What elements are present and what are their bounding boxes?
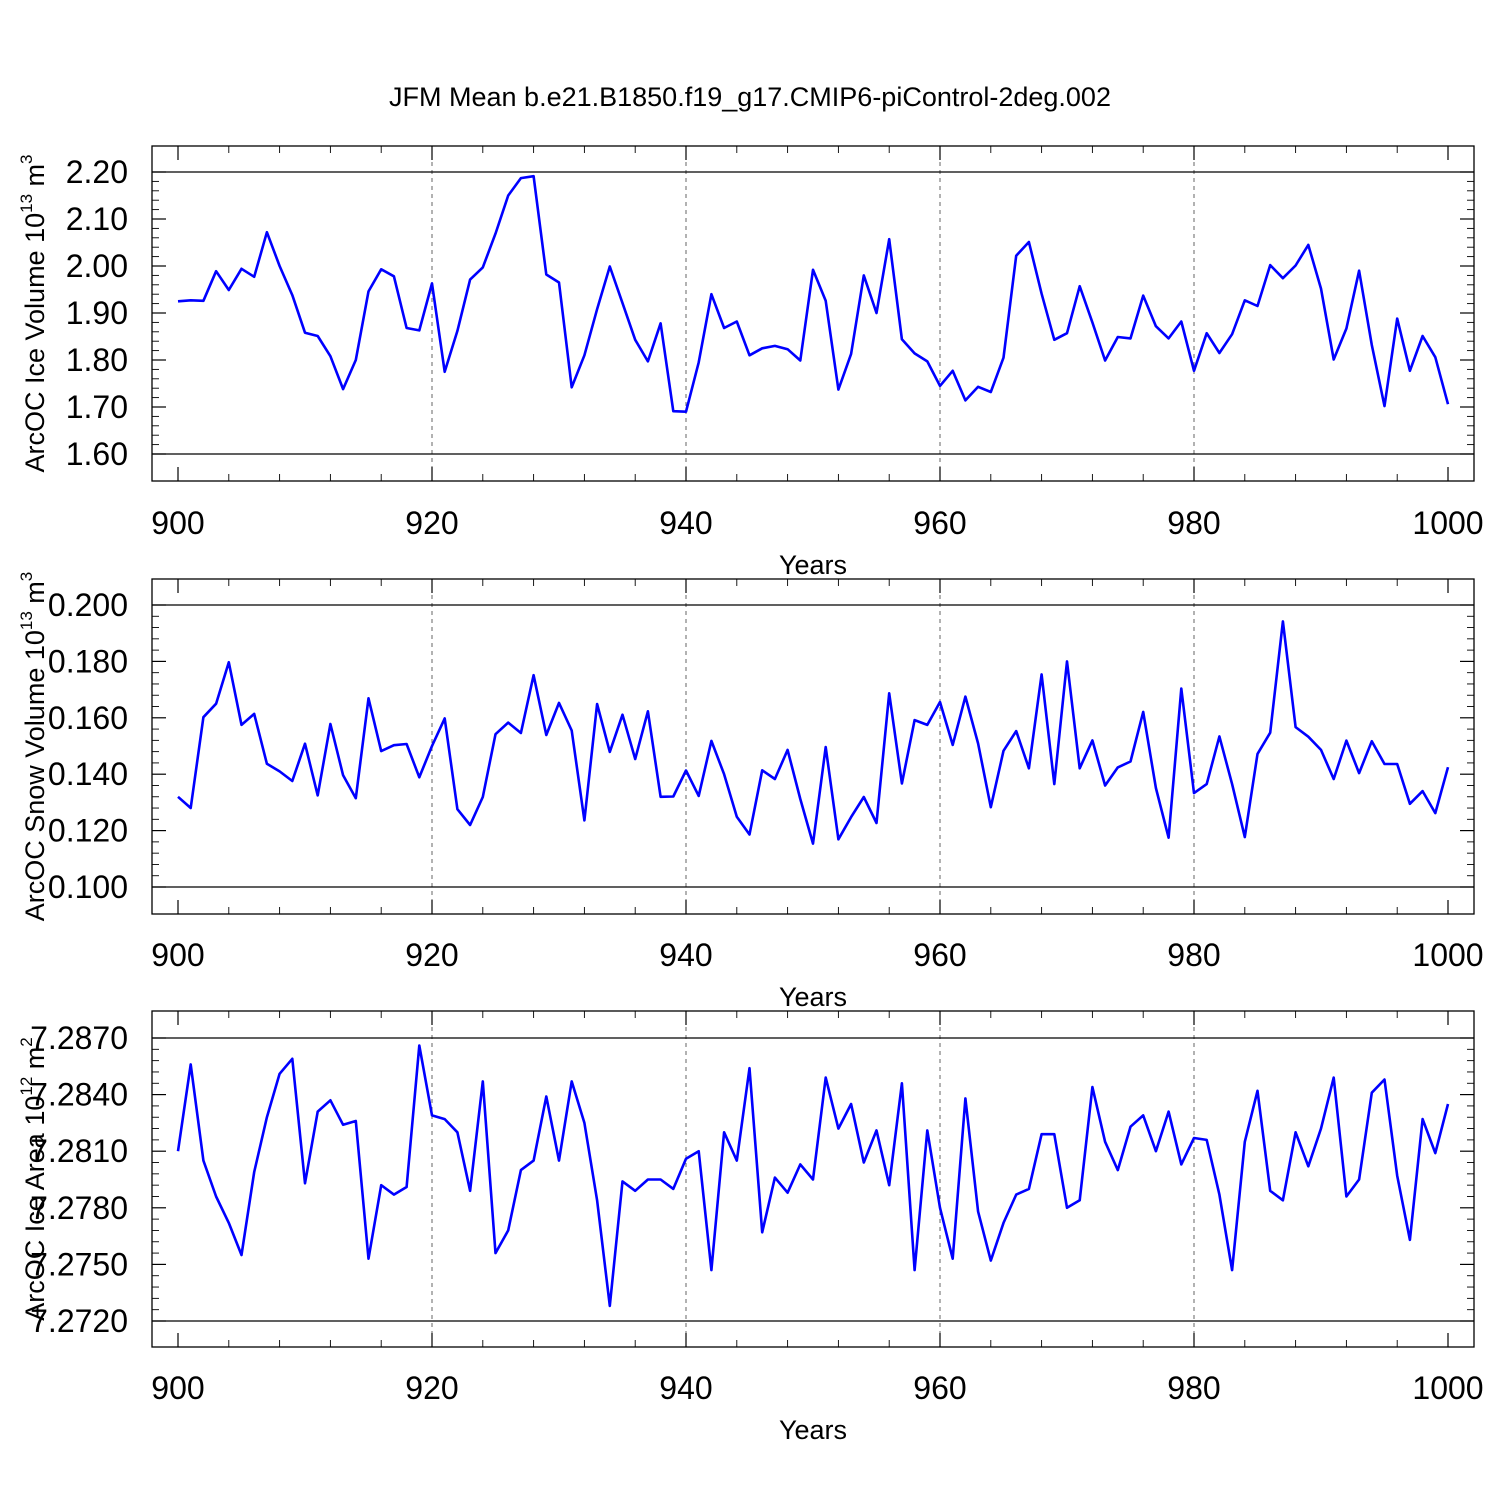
panel-2: 900 920 940 960 980 1000 0.100 0.120 0.140 0.160 0… (17, 572, 1484, 1012)
y-axis-label: ArcOC Ice Volume 1013 m3 (17, 154, 50, 472)
y-tick-label: 0.100 (48, 869, 128, 905)
x-tick-label: 960 (913, 937, 966, 973)
plot-frame (151, 145, 1475, 482)
x-tick-label: 900 (151, 505, 204, 541)
y-tick-label: 0.180 (48, 643, 128, 679)
panel-3: 900 920 940 960 980 1000 7.2720 7.2750 7.2780 7.2… (17, 1010, 1484, 1445)
y-tick-label: 7.2840 (30, 1077, 128, 1113)
y-tick-label: 1.80 (66, 342, 128, 378)
y-tick-label: 1.60 (66, 436, 128, 472)
x-tick-label: 960 (913, 1370, 966, 1406)
y-axis-label: ArcOC Ice Area 1012 m2 (17, 1037, 50, 1321)
y-tick-label: 0.120 (48, 813, 128, 849)
x-tick-label: 980 (1167, 1370, 1220, 1406)
x-tick-label: 940 (659, 937, 712, 973)
chart-title: JFM Mean b.e21.B1850.f19_g17.CMIP6-piCon… (389, 82, 1111, 112)
x-tick-label: 940 (659, 505, 712, 541)
series-line (177, 174, 1450, 414)
x-tick-label: 900 (151, 937, 204, 973)
x-tick-label: 1000 (1412, 937, 1483, 973)
y-tick-label: 0.140 (48, 756, 128, 792)
y-tick-label: 1.90 (66, 295, 128, 331)
plot-frame (151, 578, 1475, 915)
x-tick-label: 920 (405, 505, 458, 541)
y-tick-label: 7.2780 (30, 1190, 128, 1226)
y-tick-label: 1.70 (66, 389, 128, 425)
x-tick-label: 960 (913, 505, 966, 541)
series-line (176, 1044, 1450, 1308)
series-line (177, 620, 1450, 845)
x-axis-label: Years (779, 550, 847, 580)
y-tick-label: 0.200 (48, 587, 128, 623)
x-tick-label: 980 (1167, 505, 1220, 541)
y-tick-label: 7.2810 (30, 1133, 128, 1169)
x-axis-label: Years (779, 982, 847, 1012)
x-tick-label: 1000 (1412, 505, 1483, 541)
x-tick-label: 920 (405, 937, 458, 973)
x-tick-label: 920 (405, 1370, 458, 1406)
panel-1: 900 920 940 960 980 1000 1.60 1.70 1.80 1.90 2.00 2… (17, 145, 1484, 580)
y-tick-label: 0.160 (48, 700, 128, 736)
x-tick-label: 900 (151, 1370, 204, 1406)
y-tick-label: 2.00 (66, 248, 128, 284)
x-tick-label: 940 (659, 1370, 712, 1406)
y-tick-label: 7.2870 (30, 1020, 128, 1056)
y-tick-label: 2.10 (66, 201, 128, 237)
x-tick-label: 980 (1167, 937, 1220, 973)
x-axis-label: Years (779, 1415, 847, 1445)
y-tick-label: 2.20 (66, 154, 128, 190)
y-tick-label: 7.2720 (30, 1303, 128, 1339)
plot-frame (151, 1010, 1475, 1348)
y-tick-label: 7.2750 (30, 1246, 128, 1282)
x-tick-label: 1000 (1412, 1370, 1483, 1406)
y-axis-label: ArcOC Snow Volume 1013 m3 (17, 572, 50, 922)
